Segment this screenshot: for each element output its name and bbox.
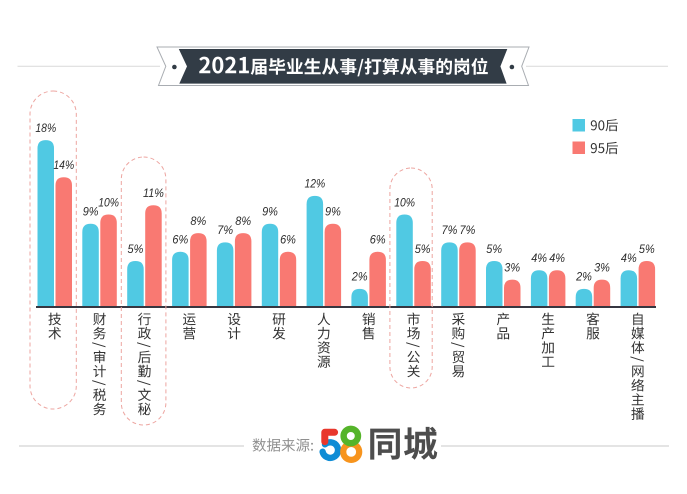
svg-text:5%: 5% [128, 242, 144, 256]
svg-text:14%: 14% [53, 158, 74, 172]
svg-text:5%: 5% [639, 242, 655, 256]
svg-text:4%: 4% [531, 251, 547, 265]
svg-text:2%: 2% [351, 270, 368, 284]
svg-text:5%: 5% [486, 242, 502, 256]
svg-text:6%: 6% [172, 233, 188, 247]
svg-text:6%: 6% [370, 233, 386, 247]
svg-text:5%: 5% [415, 242, 431, 256]
svg-text:6%: 6% [280, 233, 296, 247]
svg-text:7%: 7% [460, 223, 476, 237]
svg-text:11%: 11% [143, 186, 164, 200]
svg-text:2%: 2% [575, 270, 592, 284]
svg-text:9%: 9% [325, 205, 341, 219]
svg-text:3%: 3% [504, 260, 520, 274]
svg-text:7%: 7% [217, 223, 233, 237]
svg-text:9%: 9% [83, 205, 99, 219]
svg-text:18%: 18% [35, 121, 56, 135]
svg-text:4%: 4% [621, 251, 637, 265]
svg-text:7%: 7% [442, 223, 458, 237]
svg-text:4%: 4% [549, 251, 565, 265]
svg-text:10%: 10% [394, 195, 415, 209]
svg-text:8%: 8% [235, 214, 251, 228]
svg-text:9%: 9% [262, 205, 278, 219]
svg-text:8%: 8% [190, 214, 206, 228]
svg-text:3%: 3% [594, 260, 610, 274]
svg-text:10%: 10% [98, 195, 119, 209]
svg-text:12%: 12% [305, 177, 326, 191]
